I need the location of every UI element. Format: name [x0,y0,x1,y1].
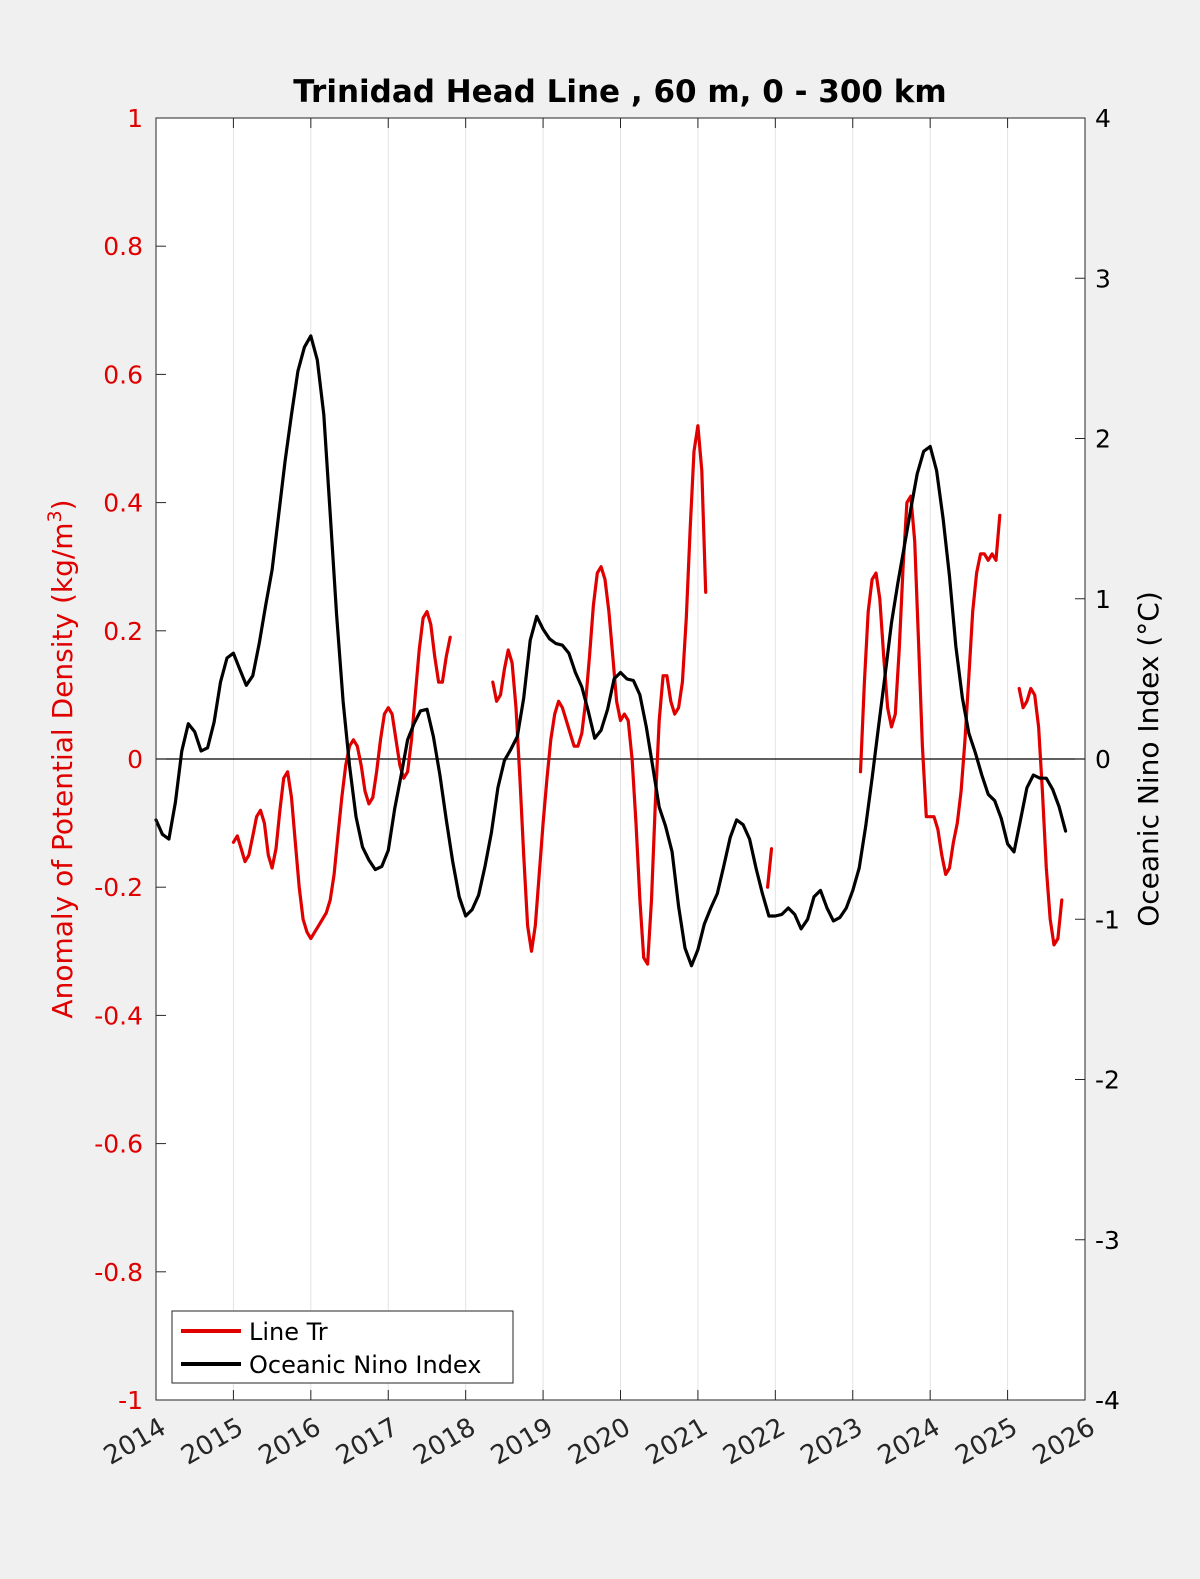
series-line-tr-segment-3 [858,494,1002,877]
y-left-tick-label: -0.6 [94,1130,143,1159]
y-right-tick-label: 1 [1095,585,1111,614]
y-axis-right-label: Oceanic Nino Index (°C) [1132,591,1165,927]
y-axis-left-label-sup: 3 [44,510,66,522]
y-right-tick-label: 3 [1095,264,1111,293]
y-right-tick-label: -2 [1095,1066,1120,1095]
series-line-tr-segment-0 [231,609,452,941]
y-left-tick-label: 0.6 [103,360,143,389]
y-right-tick-label: -3 [1095,1226,1120,1255]
y-axis-left-label: Anomaly of Potential Density (kg/m3) [44,499,79,1018]
y-axis-left-label-close: ) [46,499,79,510]
legend-label-line-tr: Line Tr [249,1318,328,1346]
y-left-tick-label: -0.2 [94,873,143,902]
y-left-tick-label: 0 [127,745,143,774]
legend-label-oceanic-nino-index: Oceanic Nino Index [249,1351,481,1379]
y-left-tick-label: 0.2 [103,617,143,646]
y-right-tick-label: 0 [1095,745,1111,774]
series-line-tr-segment-2 [765,847,774,889]
y-right-tick-label: 4 [1095,104,1111,133]
y-left-tick-label: -0.4 [94,1001,143,1030]
legend-box [171,1310,514,1384]
series-layer [154,334,1068,968]
y-left-tick-label: 1 [127,104,143,133]
series-line-tr-segment-4 [1017,686,1064,947]
y-right-tick-label: -4 [1095,1386,1120,1415]
y-left-tick-label: -0.8 [94,1258,143,1287]
series-line-tr-segment-1 [491,424,708,966]
y-right-tick-label: 2 [1095,425,1111,454]
legend: Line Tr Oceanic Nino Index [171,1310,514,1384]
y-right-tick-label: -1 [1095,905,1120,934]
y-axis-left-label-main: Anomaly of Potential Density (kg/m [46,522,79,1018]
series-oceanic-nino-index-segment-0 [154,334,1068,968]
y-left-tick-label: -1 [118,1386,143,1415]
y-left-tick-label: 0.4 [103,489,143,518]
chart-title: Trinidad Head Line , 60 m, 0 - 300 km [293,74,946,110]
y-left-tick-label: 0.8 [103,232,143,261]
